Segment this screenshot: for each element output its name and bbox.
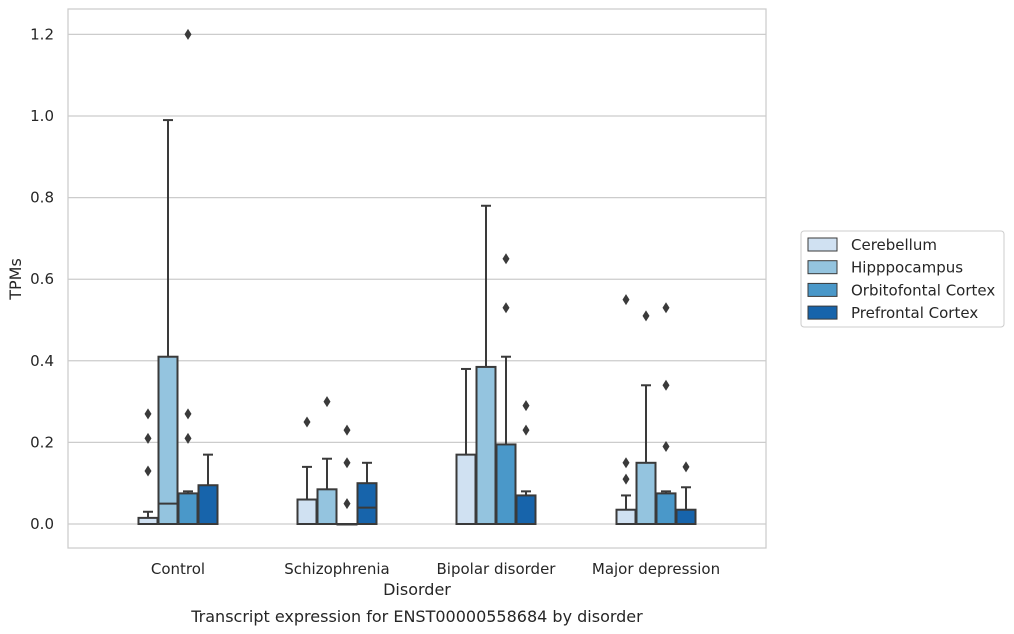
legend: Cerebellum Hipppocampus Orbitofontal Corte…: [800, 230, 1005, 328]
box-prefrontal-cortex: [356, 461, 378, 526]
box-hipppocampus: [635, 310, 657, 525]
outlier-point: [622, 457, 630, 469]
legend-label: Prefrontal Cortex: [851, 304, 978, 322]
legend-swatch: [807, 282, 838, 297]
box-hipppocampus: [475, 204, 497, 526]
box-rect: [495, 443, 517, 525]
legend-swatch: [807, 237, 838, 252]
legend-swatch: [807, 305, 838, 320]
box-rect: [296, 498, 318, 525]
outlier-point: [184, 432, 192, 444]
outlier-point: [343, 457, 351, 469]
box-rect: [615, 508, 637, 526]
box-rect: [455, 453, 477, 526]
legend-frame: [800, 230, 1005, 328]
outlier-point: [662, 302, 670, 314]
boxes: [137, 28, 697, 526]
y-tick-labels: 0.0 0.2 0.4 0.6 0.8 1.0 1.2: [30, 25, 54, 533]
x-tick-label: Major depression: [592, 560, 720, 578]
legend-swatch: [807, 260, 838, 275]
box-orbitofontal-cortex: [177, 28, 199, 525]
y-tick-label: 1.2: [30, 25, 54, 43]
box-orbitofontal-cortex: [655, 302, 677, 525]
outlier-point: [642, 310, 650, 322]
x-tick-label: Control: [151, 560, 205, 578]
box-prefrontal-cortex: [515, 400, 537, 526]
y-tick-label: 0.8: [30, 189, 54, 207]
legend-label: Cerebellum: [851, 236, 937, 254]
box-orbitofontal-cortex: [495, 253, 517, 525]
box-rect: [655, 492, 677, 525]
legend-label: Hipppocampus: [851, 259, 963, 277]
y-tick-label: 0.6: [30, 270, 54, 288]
box-rect: [475, 365, 497, 526]
outlier-point: [662, 440, 670, 452]
y-tick-label: 1.0: [30, 107, 54, 125]
y-tick-label: 0.4: [30, 352, 54, 370]
box-rect: [356, 482, 378, 526]
box-cerebellum: [455, 367, 477, 526]
outlier-point: [502, 302, 510, 314]
x-tick-label: Bipolar disorder: [437, 560, 557, 578]
box-prefrontal-cortex: [675, 461, 697, 526]
outlier-point: [184, 28, 192, 40]
outlier-point: [682, 461, 690, 473]
y-tick-label: 0.2: [30, 433, 54, 451]
legend-label: Orbitofontal Cortex: [851, 281, 995, 299]
x-tick-label: Schizophrenia: [284, 560, 389, 578]
x-tick-labels: Control Schizophrenia Bipolar disorder Majo…: [151, 560, 720, 578]
box-prefrontal-cortex: [197, 453, 219, 525]
outlier-point: [622, 473, 630, 485]
box-rect: [675, 508, 697, 526]
outlier-point: [323, 396, 331, 408]
box-rect: [197, 484, 219, 525]
box-rect: [177, 492, 199, 525]
outlier-point: [662, 379, 670, 391]
outlier-point: [522, 400, 530, 412]
y-tick-label: 0.0: [30, 515, 54, 533]
chart-caption: Transcript expression for ENST0000055868…: [190, 607, 643, 626]
box-hipppocampus: [316, 396, 338, 526]
outlier-point: [144, 432, 152, 444]
box-rect: [157, 355, 179, 525]
box-orbitofontal-cortex: [336, 424, 358, 526]
outlier-point: [502, 253, 510, 265]
outlier-point: [622, 294, 630, 306]
outlier-point: [184, 408, 192, 420]
x-axis-label: Disorder: [383, 580, 451, 599]
box-cerebellum: [296, 416, 318, 525]
outlier-point: [144, 465, 152, 477]
box-rect: [515, 494, 537, 526]
box-cerebellum: [137, 408, 159, 526]
plot-frame: [67, 8, 767, 549]
outlier-point: [303, 416, 311, 428]
box-cerebellum: [615, 294, 637, 526]
box-rect: [316, 488, 338, 526]
outlier-point: [522, 424, 530, 436]
box-hipppocampus: [157, 119, 179, 525]
outlier-point: [343, 424, 351, 436]
grid-lines: [68, 33, 766, 525]
outlier-point: [144, 408, 152, 420]
y-axis-label: TPMs: [6, 258, 25, 301]
box-rect: [635, 461, 657, 525]
outlier-point: [343, 498, 351, 510]
